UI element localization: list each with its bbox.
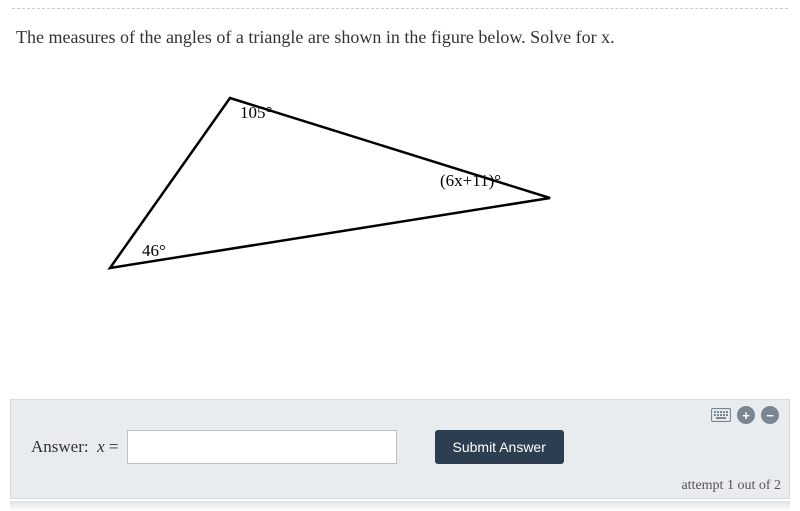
zoom-in-icon[interactable]: + xyxy=(737,406,755,424)
answer-panel: + − Answer: x = Submit Answer attempt 1 … xyxy=(10,399,790,499)
panel-toolbar: + − xyxy=(11,400,789,426)
answer-prefix: Answer: xyxy=(31,437,89,456)
answer-input[interactable] xyxy=(127,430,397,464)
answer-label: Answer: x = xyxy=(31,437,119,457)
attempt-counter: attempt 1 out of 2 xyxy=(11,478,789,498)
question-prompt: The measures of the angles of a triangle… xyxy=(0,9,800,58)
answer-equals: = xyxy=(109,437,119,456)
answer-variable: x xyxy=(97,437,105,456)
triangle-svg: 105° 46° (6x+11)° xyxy=(100,78,580,288)
triangle-figure: 105° 46° (6x+11)° xyxy=(0,58,800,328)
angle-label-top: 105° xyxy=(240,103,272,122)
answer-row: Answer: x = Submit Answer xyxy=(11,426,789,478)
keyboard-icon[interactable] xyxy=(711,407,731,423)
angle-label-right: (6x+11)° xyxy=(440,171,501,190)
zoom-out-icon[interactable]: − xyxy=(761,406,779,424)
submit-button[interactable]: Submit Answer xyxy=(435,430,564,464)
angle-label-bottom-left: 46° xyxy=(142,241,166,260)
